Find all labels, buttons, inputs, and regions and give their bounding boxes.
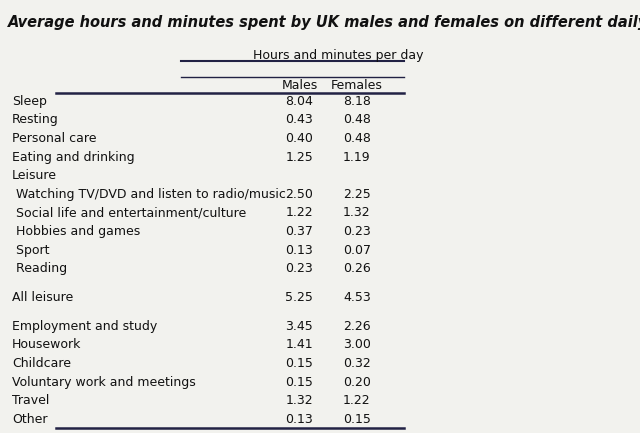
Text: 1.41: 1.41 bbox=[285, 338, 313, 351]
Text: 8.04: 8.04 bbox=[285, 95, 314, 108]
Text: 8.18: 8.18 bbox=[343, 95, 371, 108]
Text: 0.13: 0.13 bbox=[285, 413, 314, 426]
Text: Personal care: Personal care bbox=[12, 132, 97, 145]
Text: 0.15: 0.15 bbox=[285, 357, 314, 370]
Text: 0.15: 0.15 bbox=[285, 375, 314, 388]
Text: 1.19: 1.19 bbox=[343, 151, 371, 164]
Text: 5.25: 5.25 bbox=[285, 291, 314, 304]
Text: 0.37: 0.37 bbox=[285, 225, 314, 238]
Text: 3.00: 3.00 bbox=[343, 338, 371, 351]
Text: 3.45: 3.45 bbox=[285, 320, 314, 333]
Text: Hours and minutes per day: Hours and minutes per day bbox=[253, 49, 424, 62]
Text: Social life and entertainment/culture: Social life and entertainment/culture bbox=[12, 207, 246, 220]
Text: All leisure: All leisure bbox=[12, 291, 74, 304]
Text: 0.43: 0.43 bbox=[285, 113, 314, 126]
Text: Childcare: Childcare bbox=[12, 357, 71, 370]
Text: 0.15: 0.15 bbox=[343, 413, 371, 426]
Text: Housework: Housework bbox=[12, 338, 81, 351]
Text: 0.40: 0.40 bbox=[285, 132, 314, 145]
Text: Leisure: Leisure bbox=[12, 169, 57, 182]
Text: 1.22: 1.22 bbox=[285, 207, 313, 220]
Text: Males: Males bbox=[282, 80, 317, 93]
Text: Watching TV/DVD and listen to radio/music: Watching TV/DVD and listen to radio/musi… bbox=[12, 188, 286, 201]
Text: 0.07: 0.07 bbox=[343, 244, 371, 257]
Text: 0.20: 0.20 bbox=[343, 375, 371, 388]
Text: Resting: Resting bbox=[12, 113, 59, 126]
Text: 0.23: 0.23 bbox=[343, 225, 371, 238]
Text: 0.32: 0.32 bbox=[343, 357, 371, 370]
Text: 2.25: 2.25 bbox=[343, 188, 371, 201]
Text: 1.32: 1.32 bbox=[285, 394, 313, 407]
Text: 4.53: 4.53 bbox=[343, 291, 371, 304]
Text: 2.50: 2.50 bbox=[285, 188, 314, 201]
Text: Eating and drinking: Eating and drinking bbox=[12, 151, 135, 164]
Text: Reading: Reading bbox=[12, 262, 67, 275]
Text: 2.26: 2.26 bbox=[343, 320, 371, 333]
Text: Travel: Travel bbox=[12, 394, 49, 407]
Text: Sleep: Sleep bbox=[12, 95, 47, 108]
Text: 1.22: 1.22 bbox=[343, 394, 371, 407]
Text: 0.26: 0.26 bbox=[343, 262, 371, 275]
Text: 1.25: 1.25 bbox=[285, 151, 314, 164]
Text: 0.13: 0.13 bbox=[285, 244, 314, 257]
Text: Sport: Sport bbox=[12, 244, 50, 257]
Text: Other: Other bbox=[12, 413, 48, 426]
Text: Voluntary work and meetings: Voluntary work and meetings bbox=[12, 375, 196, 388]
Text: 0.23: 0.23 bbox=[285, 262, 314, 275]
Text: 0.48: 0.48 bbox=[343, 132, 371, 145]
Text: 0.48: 0.48 bbox=[343, 113, 371, 126]
Text: 1.32: 1.32 bbox=[343, 207, 371, 220]
Text: Hobbies and games: Hobbies and games bbox=[12, 225, 140, 238]
Text: Females: Females bbox=[331, 80, 383, 93]
Text: Average hours and minutes spent by UK males and females on different daily activ: Average hours and minutes spent by UK ma… bbox=[8, 15, 640, 30]
Text: Employment and study: Employment and study bbox=[12, 320, 157, 333]
